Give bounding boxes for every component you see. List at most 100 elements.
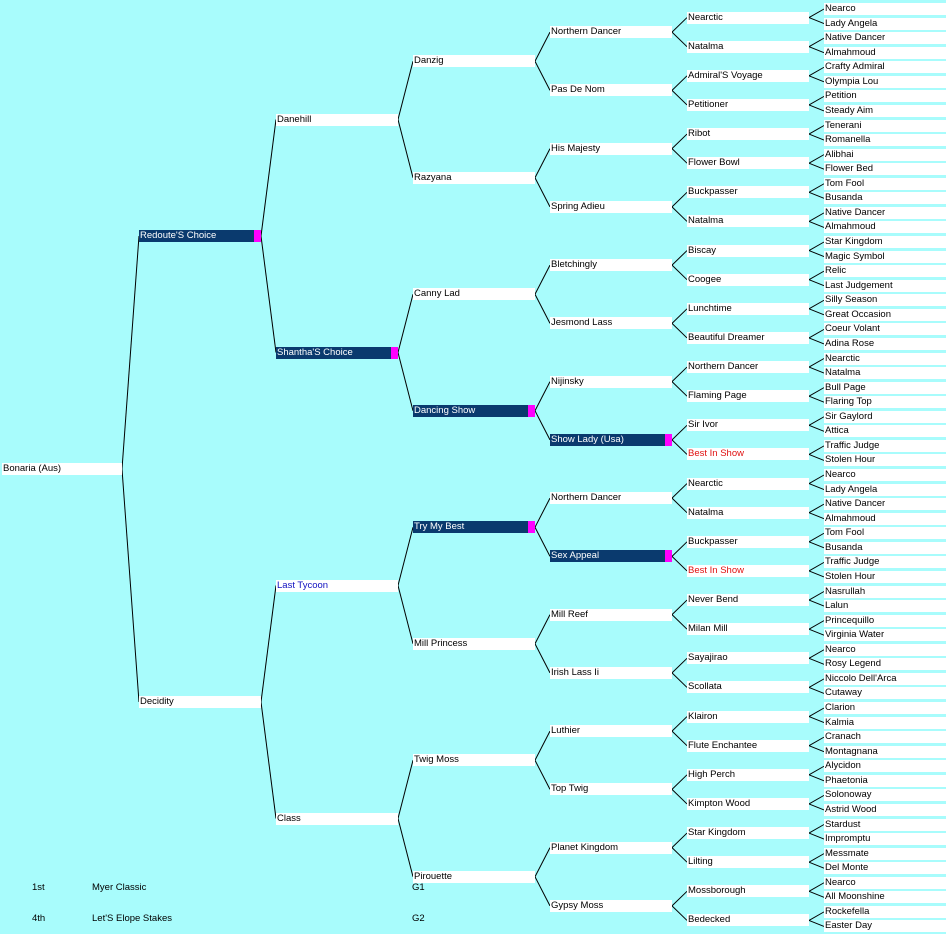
connector-line — [671, 191, 688, 208]
connector-line — [808, 191, 825, 199]
connector-line — [534, 614, 551, 644]
pedigree-horse-gen5-2: Natalma — [687, 40, 809, 53]
pedigree-horse-gen5-25: Klairon — [687, 710, 809, 723]
connector-line — [808, 66, 825, 77]
connector-line — [808, 154, 825, 164]
connector-line — [808, 453, 825, 461]
pedigree-horse-gen6-29: Sir Gaylord — [824, 410, 946, 423]
pedigree-horse-gen3-7: Twig Moss — [413, 754, 535, 767]
connector-line — [808, 250, 825, 258]
connector-line — [808, 599, 825, 607]
pedigree-horse-gen5-21: Never Bend — [687, 594, 809, 607]
connector-line — [808, 686, 825, 694]
highlight-marker — [391, 346, 398, 359]
pedigree-horse-gen5-30: Lilting — [687, 856, 809, 869]
connector-line — [671, 657, 688, 674]
connector-line — [534, 148, 551, 178]
pedigree-horse-gen5-20: Best In Show — [687, 564, 809, 577]
connector-line — [808, 104, 825, 112]
connector-line — [671, 308, 688, 324]
connector-line — [534, 847, 551, 877]
connector-line — [808, 212, 825, 222]
pedigree-horse-gen6-17: Star Kingdom — [824, 236, 946, 248]
connector-line — [671, 672, 688, 688]
pedigree-horse-gen6-63: Rockefella — [824, 905, 946, 918]
result-1-race: Myer Classic — [92, 882, 147, 893]
connector-line — [534, 527, 551, 557]
pedigree-horse-gen1-2: Decidity — [139, 696, 261, 708]
pedigree-horse-gen6-59: Messmate — [824, 847, 946, 860]
connector-line — [121, 235, 140, 470]
connector-line — [808, 620, 825, 630]
pedigree-horse-gen4-10: Sex Appeal — [550, 550, 672, 563]
pedigree-horse-gen6-44: Virginia Water — [824, 629, 946, 642]
connector-line — [671, 599, 688, 615]
connector-line — [397, 527, 414, 586]
connector-line — [671, 206, 688, 222]
pedigree-horse-gen5-7: Buckpasser — [687, 186, 809, 199]
connector-line — [808, 308, 825, 316]
connector-line — [671, 90, 688, 106]
connector-line — [808, 890, 825, 898]
pedigree-horse-gen6-25: Nearctic — [824, 352, 946, 365]
connector-line — [808, 628, 825, 636]
connector-line — [808, 678, 825, 688]
connector-line — [260, 585, 277, 703]
pedigree-horse-gen6-64: Easter Day — [824, 920, 946, 933]
pedigree-horse-gen3-8: Pirouette — [413, 870, 535, 883]
connector-line — [534, 264, 551, 295]
connector-line — [397, 818, 414, 877]
pedigree-horse-gen4-2: Pas De Nom — [550, 84, 672, 97]
connector-line — [260, 119, 277, 237]
connector-line — [808, 794, 825, 805]
connector-line — [808, 95, 825, 106]
pedigree-horse-gen5-18: Natalma — [687, 506, 809, 519]
connector-line — [808, 774, 825, 782]
connector-line — [534, 410, 551, 441]
pedigree-horse-gen1-1: Redoute'S Choice — [139, 230, 261, 242]
pedigree-horse-gen5-15: Sir Ivor — [687, 419, 809, 432]
pedigree-horse-gen6-18: Magic Symbol — [824, 250, 946, 263]
connector-line — [808, 707, 825, 717]
pedigree-horse-gen6-28: Flaring Top — [824, 396, 946, 409]
pedigree-horse-gen6-30: Attica — [824, 425, 946, 438]
pedigree-horse-gen5-14: Flaming Page — [687, 390, 809, 403]
pedigree-horse-gen4-7: Nijinsky — [550, 375, 672, 388]
pedigree-horse-gen6-19: Relic — [824, 265, 946, 278]
connector-line — [808, 474, 825, 484]
connector-line — [397, 760, 414, 819]
connector-line — [808, 853, 825, 863]
connector-line — [808, 328, 825, 339]
pedigree-horse-gen6-11: Alibhai — [824, 148, 946, 161]
connector-line — [808, 220, 825, 228]
connector-line — [808, 745, 825, 753]
connector-line — [808, 765, 825, 776]
pedigree-horse-gen5-5: Ribot — [687, 128, 809, 141]
connector-line — [671, 366, 688, 382]
pedigree-horse-gen5-26: Flute Enchantee — [687, 739, 809, 752]
pedigree-horse-gen4-4: Spring Adieu — [550, 200, 672, 213]
pedigree-horse-gen4-3: His Majesty — [550, 142, 672, 155]
connector-line — [397, 294, 414, 353]
connector-line — [671, 31, 688, 48]
pedigree-horse-gen6-40: Stolen Hour — [824, 570, 946, 583]
pedigree-horse-gen5-3: Admiral'S Voyage — [687, 69, 809, 82]
pedigree-horse-gen6-22: Great Occasion — [824, 308, 946, 321]
pedigree-horse-gen3-5: Try My Best — [413, 521, 535, 534]
pedigree-horse-gen2-4: Class — [276, 812, 398, 825]
connector-line — [671, 730, 688, 747]
connector-line — [808, 299, 825, 310]
pedigree-horse-gen5-16: Best In Show — [687, 448, 809, 461]
connector-line — [808, 133, 825, 141]
pedigree-horse-gen6-5: Crafty Admiral — [824, 61, 946, 74]
connector-line — [808, 561, 825, 572]
connector-line — [671, 264, 688, 281]
pedigree-horse-gen5-13: Northern Dancer — [687, 361, 809, 374]
pedigree-horse-gen6-8: Steady Aim — [824, 104, 946, 117]
connector-line — [808, 716, 825, 724]
pedigree-horse-gen6-20: Last Judgement — [824, 279, 946, 292]
result-1-grade: G1 — [412, 882, 425, 893]
connector-line — [671, 381, 688, 397]
connector-line — [808, 736, 825, 747]
pedigree-horse-gen6-6: Olympia Lou — [824, 75, 946, 88]
